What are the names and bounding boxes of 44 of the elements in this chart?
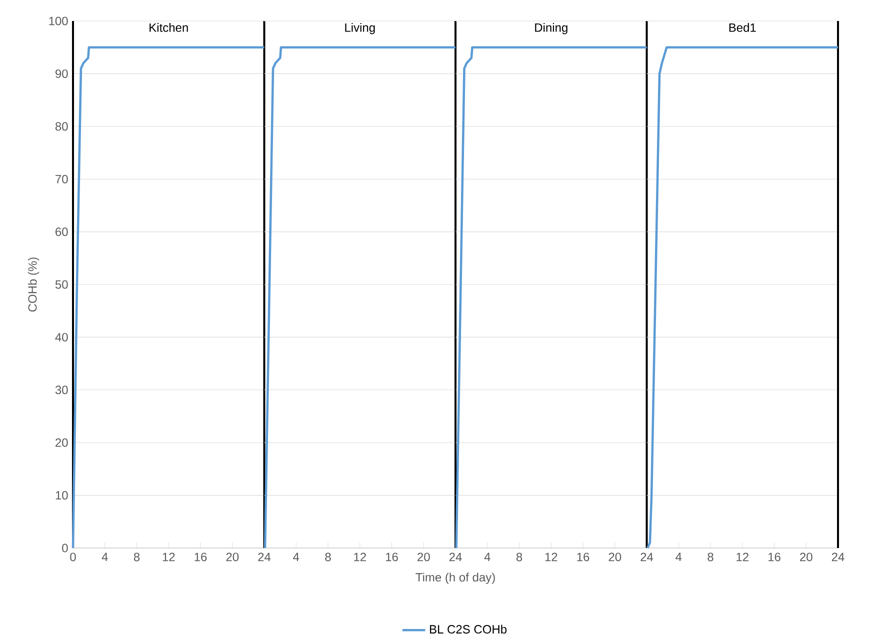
x-tick-label: 12 — [545, 552, 558, 562]
x-tick-label: 24 — [258, 552, 271, 562]
y-tick-label: 50 — [55, 280, 68, 289]
x-tick-label: 24 — [640, 552, 654, 562]
x-tick-label: 12 — [354, 552, 366, 562]
x-tick-label: 20 — [226, 552, 239, 562]
x-tick-label: 16 — [768, 552, 780, 562]
x-tick-label: 4 — [102, 552, 108, 561]
x-tick-label: 24 — [449, 552, 462, 562]
x-tick-label: 20 — [418, 552, 430, 562]
chart-title: Kitchen — [150, 23, 188, 32]
x-tick-label: 0 — [70, 552, 76, 562]
y-tick-label: 60 — [56, 228, 68, 236]
chart-title: Living — [345, 23, 375, 34]
x-tick-label: 8 — [516, 552, 522, 562]
x-tick-label: 4 — [676, 552, 682, 561]
x-tick-label: 16 — [194, 552, 207, 562]
chart-title: Dining — [535, 23, 568, 34]
x-tick-label: 24 — [832, 552, 844, 562]
x-tick-label: 20 — [800, 552, 812, 562]
y-tick-label: 70 — [56, 174, 68, 184]
x-tick-label: 12 — [162, 552, 175, 562]
y-tick-label: 30 — [55, 386, 68, 394]
y-axis-title: COHb (%) — [28, 258, 40, 312]
line-series — [72, 46, 266, 550]
x-tick-label: 16 — [386, 552, 398, 562]
x-tick-label: 16 — [577, 552, 590, 562]
y-tick-label: 100 — [49, 16, 68, 26]
legend-label: BL C2S COHb — [430, 624, 507, 634]
x-tick-label: 12 — [736, 552, 748, 562]
y-tick-label: 20 — [56, 438, 68, 447]
y-tick-label: 90 — [56, 69, 68, 78]
x-tick-label: 20 — [608, 552, 622, 562]
y-tick-label: 80 — [55, 122, 68, 131]
y-tick-label: 10 — [56, 491, 68, 500]
x-tick-label: 4 — [293, 552, 300, 561]
x-tick-label: 8 — [325, 552, 331, 562]
x-tick-label: 8 — [708, 552, 714, 562]
y-tick-label: 0 — [62, 544, 68, 552]
chart-title: Bed1 — [729, 23, 756, 32]
x-tick-label: 4 — [484, 552, 490, 561]
x-tick-label: 8 — [134, 552, 140, 562]
y-tick-label: 40 — [55, 332, 68, 342]
x-axis-title: Time (h of day) — [416, 572, 495, 584]
